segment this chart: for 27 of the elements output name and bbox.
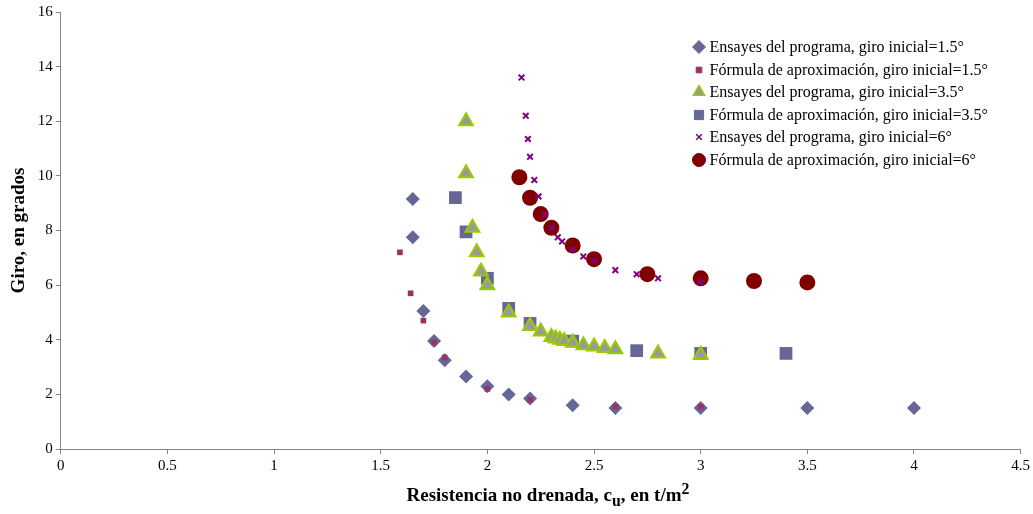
x-tick-label: 4 bbox=[910, 456, 919, 473]
x-tick-label: 4.5 bbox=[1011, 456, 1030, 473]
legend-label: Fórmula de aproximación, giro inicial=1.5° bbox=[709, 59, 988, 81]
y-tick-label: 16 bbox=[37, 2, 54, 19]
y-tick-label: 4 bbox=[45, 330, 54, 347]
x-tick-label: 2.5 bbox=[584, 456, 604, 473]
legend-label: Fórmula de aproximación, giro inicial=3.5° bbox=[709, 104, 988, 126]
y-tick-label: 10 bbox=[37, 166, 53, 183]
legend-label: Ensayes del programa, giro inicial=1.5° bbox=[709, 37, 964, 58]
x-tick-label: 0 bbox=[57, 456, 65, 473]
x-tick-label: 2 bbox=[483, 456, 492, 473]
y-tick-label: 8 bbox=[45, 221, 53, 238]
y-tick-label: 0 bbox=[45, 439, 53, 456]
x-tick-label: 3.5 bbox=[797, 456, 817, 473]
x-tick-label: 1 bbox=[270, 456, 278, 473]
y-tick-label: 6 bbox=[45, 276, 54, 293]
y-tick-label: 14 bbox=[37, 57, 54, 74]
legend-label: Fórmula de aproximación, giro inicial=6° bbox=[709, 149, 976, 171]
y-tick-label: 12 bbox=[37, 112, 53, 129]
x-tick-label: 0.5 bbox=[158, 456, 177, 473]
x-tick-label: 3 bbox=[696, 456, 705, 473]
legend-label: Ensayes del programa, giro inicial=3.5° bbox=[709, 82, 964, 103]
legend-label: Ensayes del programa, giro inicial=6° bbox=[709, 127, 952, 148]
y-tick-label: 2 bbox=[45, 385, 53, 402]
y-axis-title: Giro, en grados bbox=[7, 167, 29, 294]
x-axis-title: Resistencia no drenada, c$_{u}$, en t/m$^{2}$ bbox=[405, 480, 691, 511]
x-tick-label: 1.5 bbox=[371, 456, 391, 473]
